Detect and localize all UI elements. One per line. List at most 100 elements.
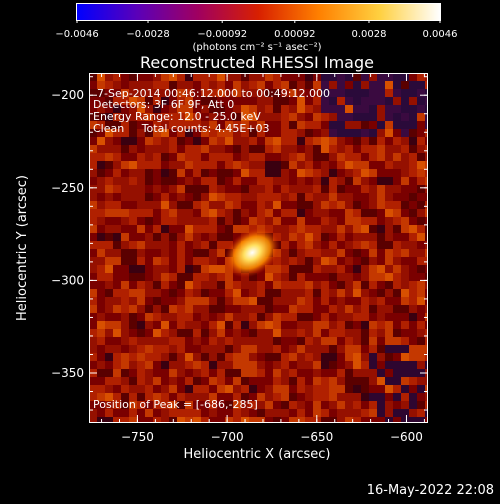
image-pixel [161, 241, 169, 249]
image-pixel [353, 193, 361, 201]
image-pixel [113, 241, 121, 249]
image-pixel [89, 417, 97, 423]
image-pixel [113, 137, 121, 145]
image-pixel [321, 289, 329, 297]
image-pixel [313, 201, 321, 209]
image-pixel [321, 369, 329, 377]
image-pixel [417, 353, 425, 361]
image-pixel [337, 393, 345, 401]
image-pixel [385, 225, 393, 233]
image-pixel [417, 193, 425, 201]
image-pixel [321, 233, 329, 241]
image-pixel [305, 241, 313, 249]
image-pixel [257, 201, 265, 209]
image-pixel [241, 89, 249, 97]
image-pixel [385, 345, 393, 353]
image-pixel [393, 281, 401, 289]
image-pixel [153, 401, 161, 409]
image-pixel [369, 145, 377, 153]
image-pixel [161, 153, 169, 161]
image-pixel [321, 273, 329, 281]
image-pixel [273, 145, 281, 153]
image-pixel [177, 249, 185, 257]
image-pixel [249, 369, 257, 377]
image-pixel [113, 257, 121, 265]
image-pixel [161, 273, 169, 281]
image-pixel [289, 369, 297, 377]
image-pixel [313, 249, 321, 257]
image-pixel [129, 369, 137, 377]
image-pixel [281, 257, 289, 265]
image-pixel [177, 377, 185, 385]
image-pixel [249, 97, 257, 105]
image-pixel [401, 417, 409, 423]
image-pixel [329, 153, 337, 161]
image-pixel [233, 97, 241, 105]
image-pixel [417, 329, 425, 337]
image-pixel [121, 73, 129, 81]
image-pixel [257, 161, 265, 169]
image-pixel [129, 329, 137, 337]
image-pixel [217, 345, 225, 353]
image-pixel [329, 273, 337, 281]
image-pixel [145, 337, 153, 345]
image-pixel [393, 177, 401, 185]
image-pixel [153, 113, 161, 121]
image-pixel [353, 393, 361, 401]
image-pixel [377, 337, 385, 345]
image-pixel [321, 329, 329, 337]
image-pixel [249, 113, 257, 121]
image-pixel [297, 209, 305, 217]
image-pixel [265, 281, 273, 289]
image-pixel [361, 161, 369, 169]
image-pixel [305, 265, 313, 273]
image-pixel [241, 337, 249, 345]
image-pixel [345, 281, 353, 289]
image-pixel [201, 185, 209, 193]
image-pixel [265, 353, 273, 361]
image-pixel [89, 329, 97, 337]
image-pixel [153, 265, 161, 273]
image-pixel [145, 417, 153, 423]
image-pixel [225, 385, 233, 393]
image-pixel [417, 113, 425, 121]
image-pixel [385, 329, 393, 337]
image-pixel [361, 145, 369, 153]
image-pixel [321, 217, 329, 225]
annotation-energy: Energy Range: 12.0 - 25.0 keV [93, 110, 261, 123]
image-pixel [313, 153, 321, 161]
image-pixel [401, 89, 409, 97]
image-pixel [169, 233, 177, 241]
image-pixel [241, 201, 249, 209]
image-pixel [313, 329, 321, 337]
image-pixel [89, 265, 97, 273]
image-pixel [113, 233, 121, 241]
image-pixel [193, 161, 201, 169]
image-pixel [313, 121, 321, 129]
image-pixel [185, 265, 193, 273]
image-pixel [105, 273, 113, 281]
y-axis-label: Heliocentric Y (arcsec) [15, 175, 30, 321]
image-pixel [377, 209, 385, 217]
image-pixel [201, 305, 209, 313]
image-pixel [281, 313, 289, 321]
image-pixel [409, 153, 417, 161]
image-pixel [161, 305, 169, 313]
image-pixel [369, 89, 377, 97]
image-pixel [369, 385, 377, 393]
image-pixel [97, 385, 105, 393]
image-pixel [161, 129, 169, 137]
image-pixel [209, 249, 217, 257]
image-pixel [321, 345, 329, 353]
image-pixel [321, 161, 329, 169]
image-pixel [257, 185, 265, 193]
image-pixel [401, 233, 409, 241]
image-pixel [369, 273, 377, 281]
image-pixel [185, 217, 193, 225]
image-pixel [113, 193, 121, 201]
image-pixel [129, 385, 137, 393]
image-pixel [217, 297, 225, 305]
image-pixel [97, 81, 105, 89]
image-pixel [409, 89, 417, 97]
